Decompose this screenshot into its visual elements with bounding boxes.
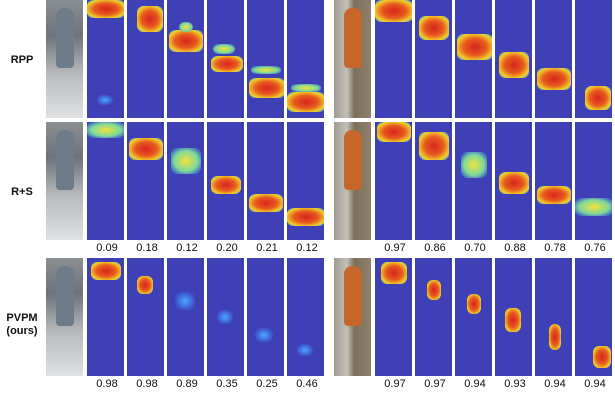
score-value: 0.97 xyxy=(424,378,446,390)
heatmap-part-4 xyxy=(207,0,245,118)
heatmap-part-2 xyxy=(127,0,165,118)
score-value: 0.12 xyxy=(296,242,318,254)
heatmap-part-5 xyxy=(247,258,285,376)
person-figure xyxy=(344,8,362,68)
heatmap-part-4 xyxy=(495,122,533,240)
row-label-rs: R+S xyxy=(11,186,33,198)
score-value: 0.21 xyxy=(256,242,278,254)
heatmap-part-3 xyxy=(167,258,205,376)
heatmap-part-6 xyxy=(287,0,325,118)
heatmap-part-3 xyxy=(455,0,493,118)
heatmap-part-6 xyxy=(287,122,325,240)
person-figure xyxy=(56,130,74,190)
pvpm-left-panel xyxy=(46,258,328,376)
score-value: 0.94 xyxy=(544,378,566,390)
score-value: 0.25 xyxy=(256,378,278,390)
score-value: 0.35 xyxy=(216,378,238,390)
heatmap-part-3 xyxy=(455,258,493,376)
heatmap-part-3 xyxy=(167,122,205,240)
score-value: 0.88 xyxy=(504,242,526,254)
score-value: 0.97 xyxy=(384,378,406,390)
score-value: 0.46 xyxy=(296,378,318,390)
heatmap-part-1 xyxy=(375,0,413,118)
row-label-rpp: RPP xyxy=(10,54,34,66)
original-image-left xyxy=(46,0,84,118)
score-value: 0.94 xyxy=(464,378,486,390)
row-label-pvpm-text: PVPM (ours) xyxy=(6,312,38,337)
heatmap-part-2 xyxy=(127,258,165,376)
original-image-left xyxy=(46,122,84,240)
heatmap-part-5 xyxy=(535,258,573,376)
score-value: 0.09 xyxy=(96,242,118,254)
rpp-right-panel xyxy=(334,0,615,118)
original-image-right xyxy=(334,0,372,118)
score-value: 0.12 xyxy=(176,242,198,254)
heatmap-part-6 xyxy=(575,0,613,118)
heatmap-part-2 xyxy=(415,0,453,118)
rs-left-panel xyxy=(46,122,328,240)
score-value: 0.76 xyxy=(584,242,606,254)
heatmap-part-5 xyxy=(247,122,285,240)
heatmap-part-1 xyxy=(87,258,125,376)
heatmap-part-2 xyxy=(415,122,453,240)
heatmap-part-1 xyxy=(375,122,413,240)
heatmap-part-4 xyxy=(207,122,245,240)
rs-right-panel xyxy=(334,122,615,240)
heatmap-part-1 xyxy=(87,0,125,118)
heatmap-part-5 xyxy=(247,0,285,118)
heatmap-part-4 xyxy=(495,258,533,376)
heatmap-part-4 xyxy=(495,0,533,118)
person-figure xyxy=(56,266,74,326)
score-value: 0.89 xyxy=(176,378,198,390)
score-value: 0.70 xyxy=(464,242,486,254)
score-value: 0.86 xyxy=(424,242,446,254)
score-value: 0.97 xyxy=(384,242,406,254)
score-value: 0.78 xyxy=(544,242,566,254)
score-value: 0.93 xyxy=(504,378,526,390)
heatmap-part-3 xyxy=(455,122,493,240)
score-value: 0.94 xyxy=(584,378,606,390)
person-figure xyxy=(56,8,74,68)
score-value: 0.98 xyxy=(96,378,118,390)
original-image-right xyxy=(334,258,372,376)
score-value: 0.98 xyxy=(136,378,158,390)
pvpm-right-panel xyxy=(334,258,615,376)
score-value: 0.20 xyxy=(216,242,238,254)
heatmap-part-6 xyxy=(575,122,613,240)
heatmap-part-6 xyxy=(575,258,613,376)
heatmap-part-6 xyxy=(287,258,325,376)
heatmap-part-2 xyxy=(127,122,165,240)
heatmap-part-4 xyxy=(207,258,245,376)
rpp-left-panel xyxy=(46,0,328,118)
heatmap-part-5 xyxy=(535,0,573,118)
heatmap-part-1 xyxy=(87,122,125,240)
heatmap-part-2 xyxy=(415,258,453,376)
person-figure xyxy=(344,130,362,190)
person-figure xyxy=(344,266,362,326)
original-image-left xyxy=(46,258,84,376)
heatmap-part-1 xyxy=(375,258,413,376)
heatmap-part-3 xyxy=(167,0,205,118)
row-label-pvpm: PVPM (ours) xyxy=(0,312,44,338)
score-value: 0.18 xyxy=(136,242,158,254)
heatmap-part-5 xyxy=(535,122,573,240)
original-image-right xyxy=(334,122,372,240)
